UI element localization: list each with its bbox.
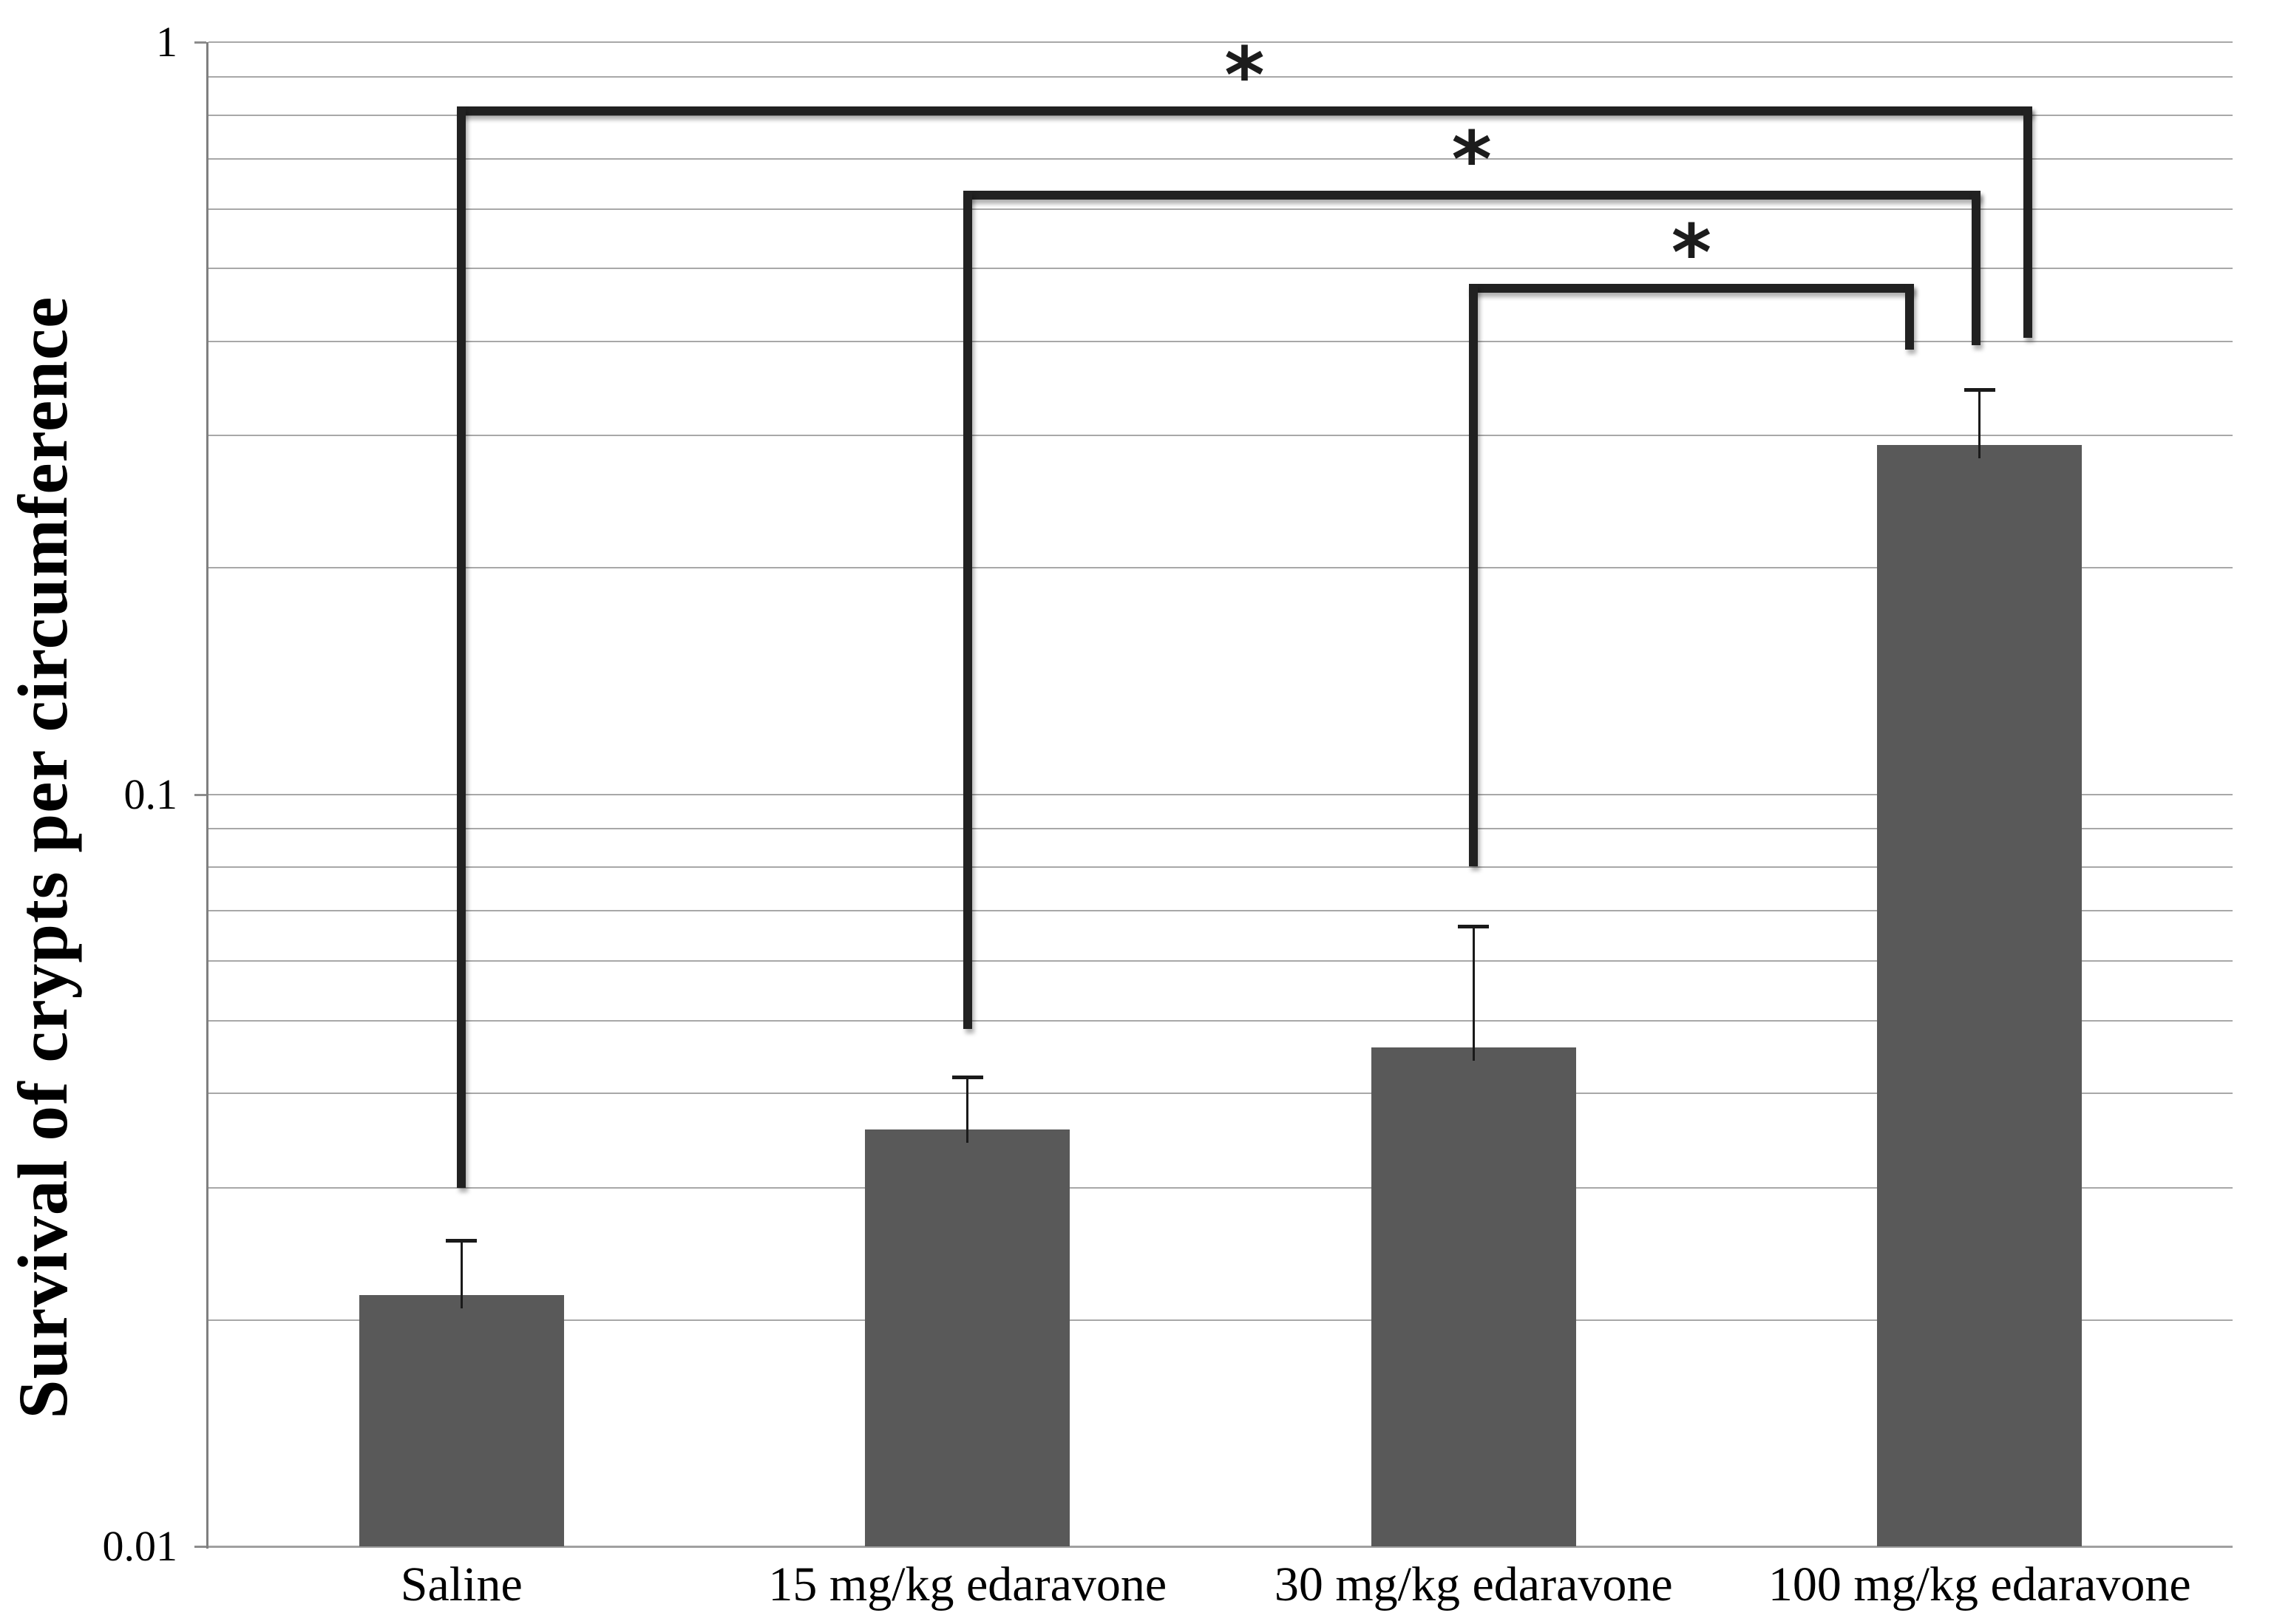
x-category-label-15 mg/kg edaravone: 15 mg/kg edaravone	[768, 1557, 1167, 1611]
gridline-0.3	[208, 435, 2233, 437]
gridline-0.03	[208, 1186, 2233, 1189]
gridline-0.08	[208, 866, 2233, 869]
bracket-2-left-vertical	[963, 190, 972, 1030]
error-bar-15 mg/kg edaravone	[966, 1076, 969, 1144]
x-category-label-100 mg/kg edaravone: 100 mg/kg edaravone	[1768, 1557, 2191, 1611]
y-tick-label-1: 1	[156, 18, 177, 66]
gridline-0.9	[208, 75, 2233, 78]
y-tick-label-0.01: 0.01	[102, 1522, 178, 1570]
x-category-label-30 mg/kg edaravone: 30 mg/kg edaravone	[1274, 1557, 1673, 1611]
gridline-0.7	[208, 157, 2233, 160]
gridline-0.02	[208, 1319, 2233, 1321]
gridline-0.04	[208, 1093, 2233, 1095]
bracket-2-right-vertical	[1971, 190, 1981, 346]
y-axis-line	[206, 42, 208, 1549]
x-category-label-Saline: Saline	[400, 1557, 523, 1611]
significance-asterisk-3: *	[1671, 207, 1712, 298]
y-tick-label-0.1: 0.1	[123, 769, 178, 818]
error-bar-cap-100 mg/kg edaravone	[1964, 388, 1995, 393]
gridline-0.1	[208, 793, 2233, 795]
bar-Saline	[359, 1294, 564, 1546]
error-bar-cap-Saline	[446, 1239, 478, 1243]
gridline-0.09	[208, 828, 2233, 830]
error-bar-30 mg/kg edaravone	[1472, 925, 1475, 1061]
significance-asterisk-1: *	[1224, 30, 1265, 121]
gridline-0.4	[208, 340, 2233, 342]
gridline-0.07	[208, 910, 2233, 912]
bracket-3-right-vertical	[1904, 283, 1914, 350]
bar-100 mg/kg edaravone	[1877, 445, 2083, 1546]
bracket-1-horizontal	[457, 106, 2032, 116]
bracket-3-left-vertical	[1469, 283, 1479, 866]
gridline-0.2	[208, 567, 2233, 569]
y-axis-title: Survival of crypts per circumference	[4, 296, 82, 1419]
error-bar-100 mg/kg edaravone	[1978, 390, 1981, 459]
gridline-1	[208, 41, 2233, 43]
bracket-1-left-vertical	[457, 106, 466, 1188]
gridline-0.05	[208, 1019, 2233, 1022]
bracket-2-horizontal	[963, 190, 1981, 200]
bracket-3-horizontal	[1469, 283, 1914, 293]
y-tick-mark-0.01	[194, 1546, 206, 1548]
gridline-0.06	[208, 960, 2233, 962]
significance-asterisk-2: *	[1451, 114, 1492, 205]
error-bar-cap-30 mg/kg edaravone	[1458, 924, 1490, 928]
bar-30 mg/kg edaravone	[1371, 1047, 1576, 1546]
error-bar-Saline	[460, 1240, 463, 1308]
bracket-1-right-vertical	[2023, 106, 2032, 339]
y-tick-mark-0.1	[194, 793, 206, 796]
gridline-0.6	[208, 208, 2233, 210]
y-tick-mark-1	[194, 41, 206, 44]
bar-15 mg/kg edaravone	[865, 1129, 1070, 1546]
x-axis-line	[208, 1546, 2233, 1548]
error-bar-cap-15 mg/kg edaravone	[951, 1075, 983, 1079]
gridline-0.5	[208, 268, 2233, 270]
